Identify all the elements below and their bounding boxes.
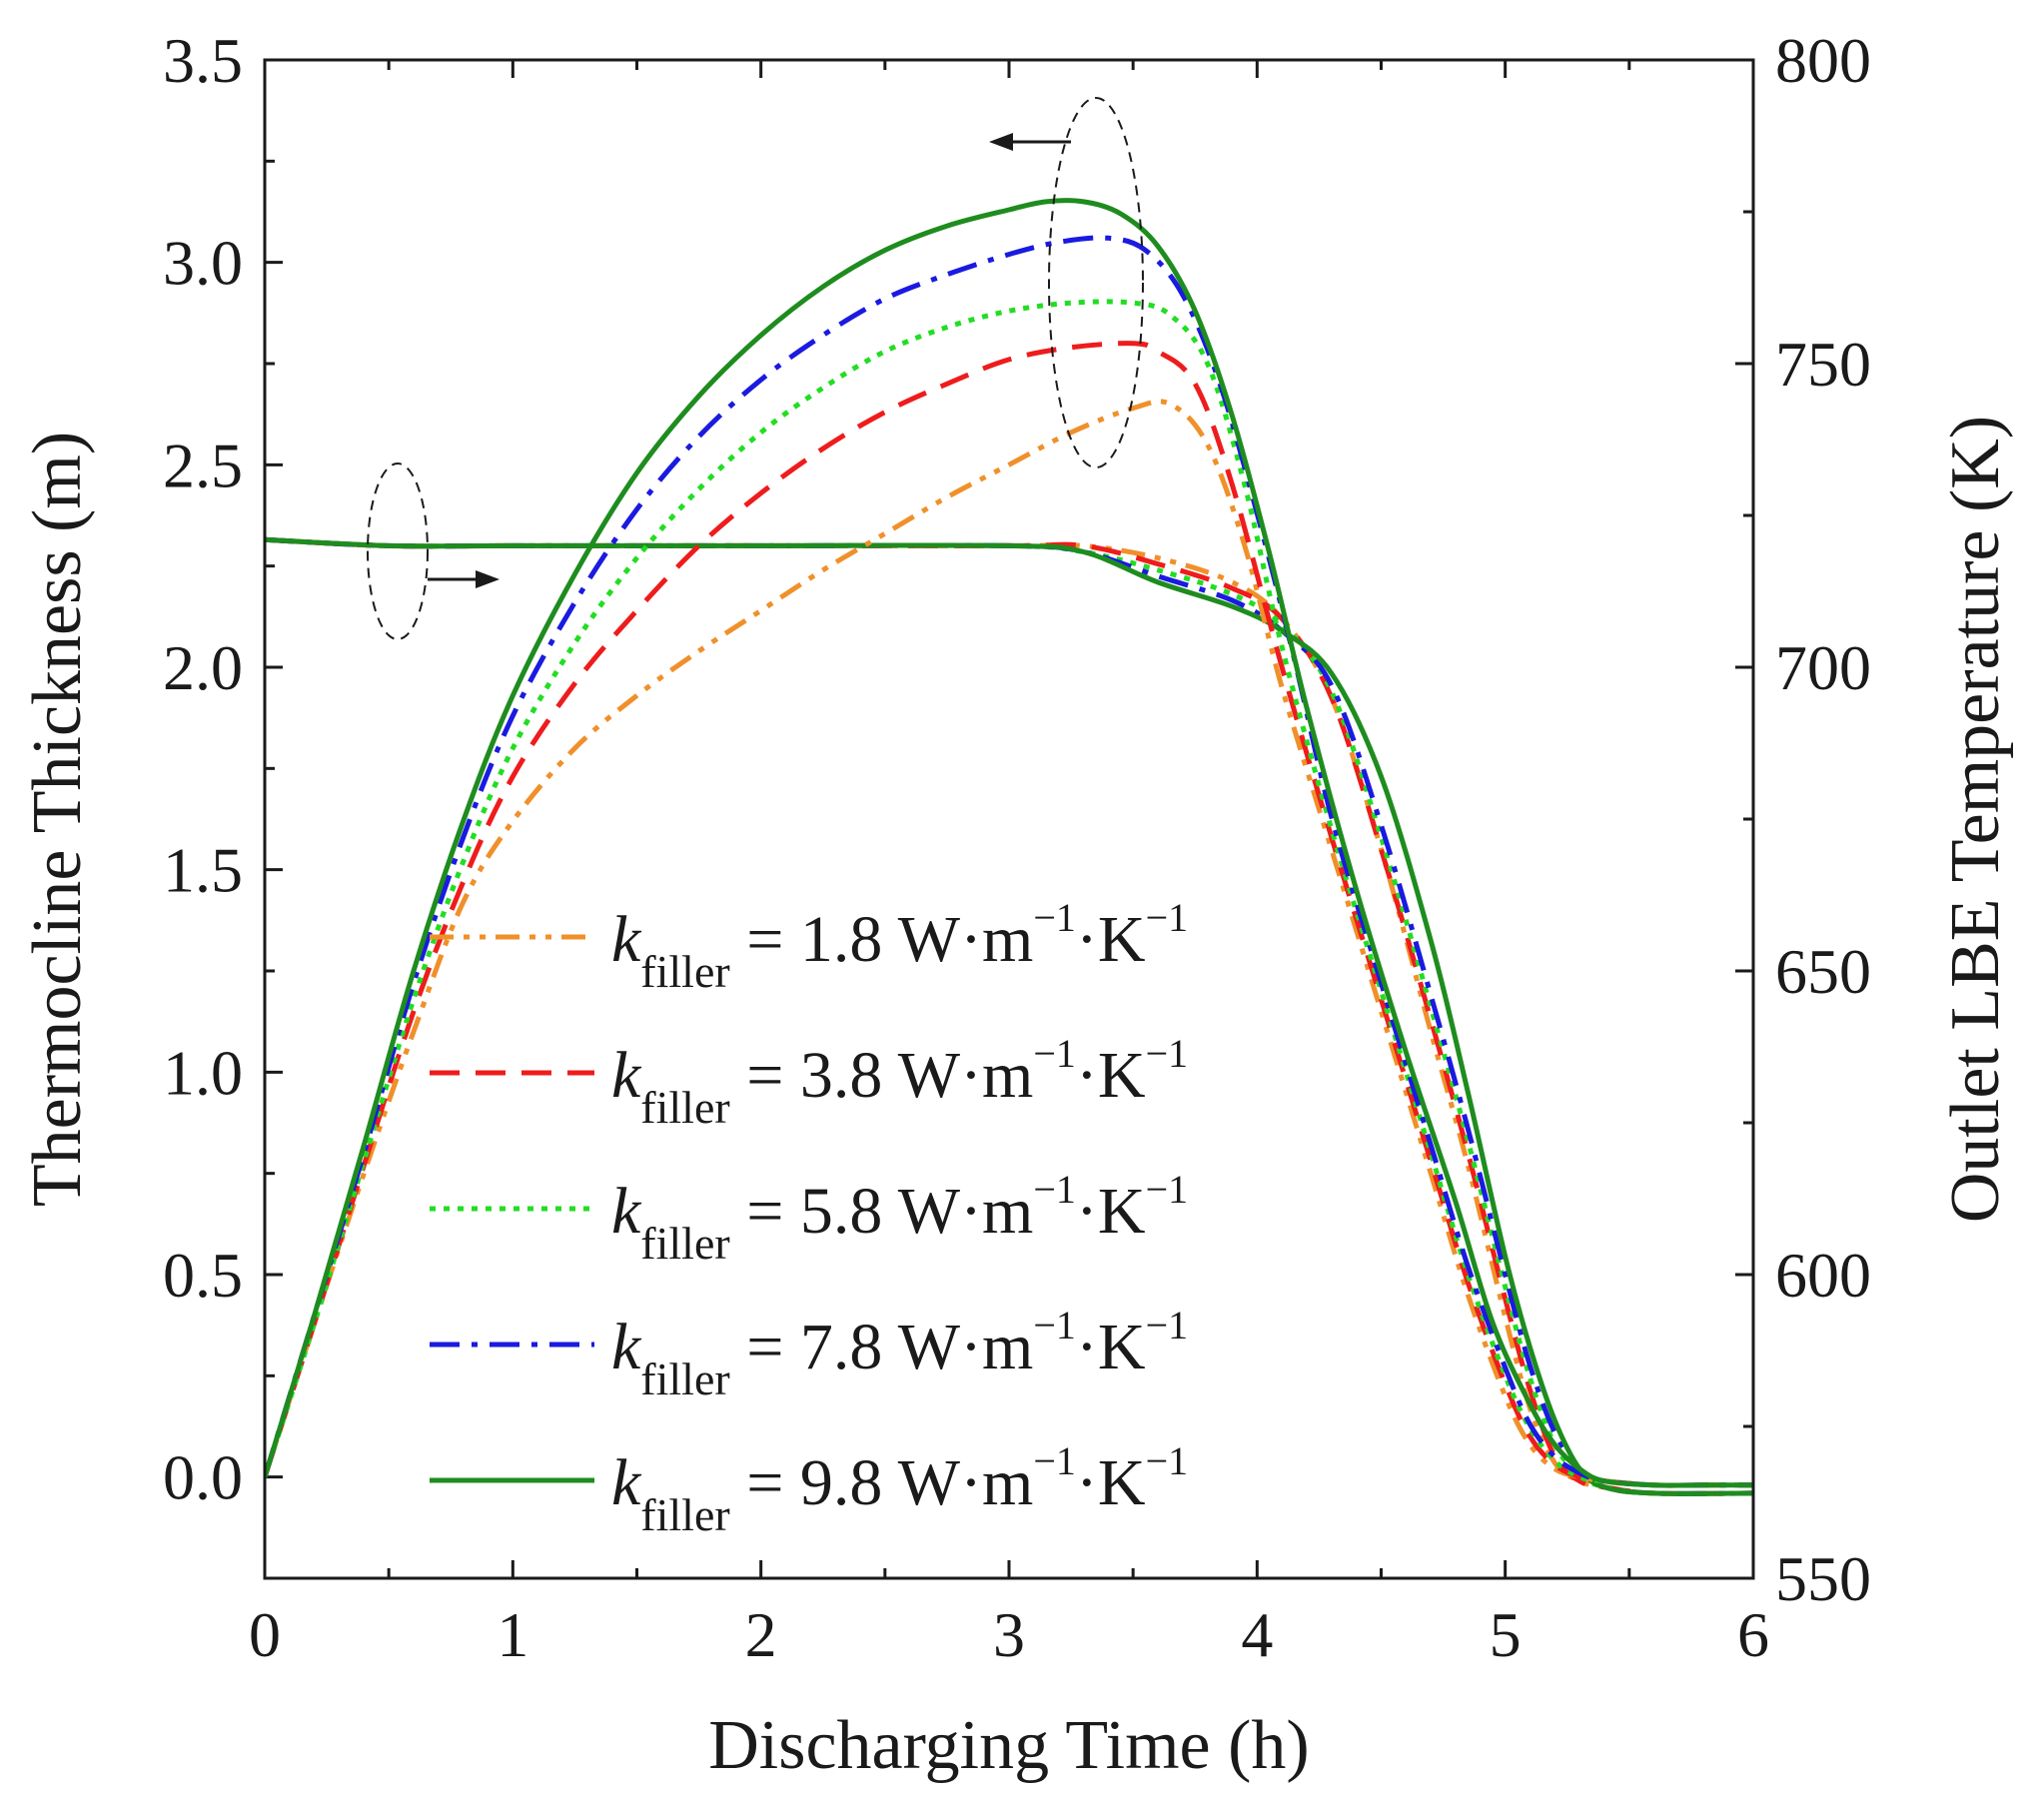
x-tick-label: 3 bbox=[993, 1599, 1025, 1670]
y-left-tick-label: 2.5 bbox=[163, 430, 243, 500]
y-right-axis-title: Outlet LBE Temperature (K) bbox=[1937, 416, 2014, 1223]
legend-label: kfiller = 9.8 W·m−1·K−1 bbox=[611, 1438, 1188, 1540]
y-right-tick-label: 650 bbox=[1775, 936, 1871, 1007]
arrowhead-right-icon bbox=[476, 570, 500, 588]
tick-labels: 0 1 2 3 4 5 6 0.0 0.5 1.0 1.5 2.0 2.5 3.0 3.5 550 600 650… bbox=[163, 25, 1871, 1670]
plot-frame bbox=[263, 58, 1755, 1580]
y-left-tick-label: 0.0 bbox=[163, 1442, 243, 1513]
annotation-ellipse-thickness bbox=[989, 97, 1144, 468]
legend-label: kfiller = 7.8 W·m−1·K−1 bbox=[611, 1303, 1188, 1404]
y-right-tick-label: 600 bbox=[1775, 1240, 1871, 1311]
y-left-tick-label: 2.0 bbox=[163, 632, 243, 703]
series-layer bbox=[265, 198, 1753, 1496]
x-tick-label: 0 bbox=[249, 1599, 281, 1670]
legend-label: kfiller = 3.8 W·m−1·K−1 bbox=[611, 1031, 1188, 1133]
thickness-series-5 bbox=[265, 198, 1753, 1488]
y-left-axis-title: Thermocline Thickness (m) bbox=[19, 432, 96, 1207]
thickness-series-1 bbox=[265, 399, 1753, 1488]
annotation-ellipse-temperature bbox=[367, 462, 500, 640]
y-left-tick-label: 1.5 bbox=[163, 835, 243, 906]
y-right-tick-label: 800 bbox=[1775, 25, 1871, 96]
thickness-series-4 bbox=[265, 235, 1753, 1488]
arrowhead-left-icon bbox=[989, 133, 1013, 151]
x-tick-label: 6 bbox=[1737, 1599, 1769, 1670]
x-tick-label: 2 bbox=[745, 1599, 777, 1670]
thickness-series-2 bbox=[265, 341, 1753, 1488]
y-left-tick-label: 3.0 bbox=[163, 228, 243, 299]
y-right-tick-label: 550 bbox=[1775, 1543, 1871, 1614]
y-left-tick-label: 0.5 bbox=[163, 1240, 243, 1311]
legend-label: kfiller = 5.8 W·m−1·K−1 bbox=[611, 1167, 1188, 1269]
y-right-tick-label: 750 bbox=[1775, 329, 1871, 400]
x-axis-title: Discharging Time (h) bbox=[708, 1707, 1310, 1784]
thickness-series-3 bbox=[265, 299, 1753, 1488]
legend-label: kfiller = 1.8 W·m−1·K−1 bbox=[611, 895, 1188, 997]
x-tick-label: 5 bbox=[1490, 1599, 1522, 1670]
x-tick-label: 4 bbox=[1241, 1599, 1273, 1670]
y-left-tick-label: 1.0 bbox=[163, 1037, 243, 1108]
legend: kfiller = 1.8 W·m−1·K−1 kfiller = 3.8 W·m… bbox=[430, 895, 1188, 1540]
y-left-tick-label: 3.5 bbox=[163, 25, 243, 96]
y-right-tick-label: 700 bbox=[1775, 632, 1871, 703]
temperature-series-5 bbox=[265, 536, 1753, 1496]
x-tick-label: 1 bbox=[497, 1599, 528, 1670]
temperature-series-1 bbox=[265, 536, 1753, 1496]
